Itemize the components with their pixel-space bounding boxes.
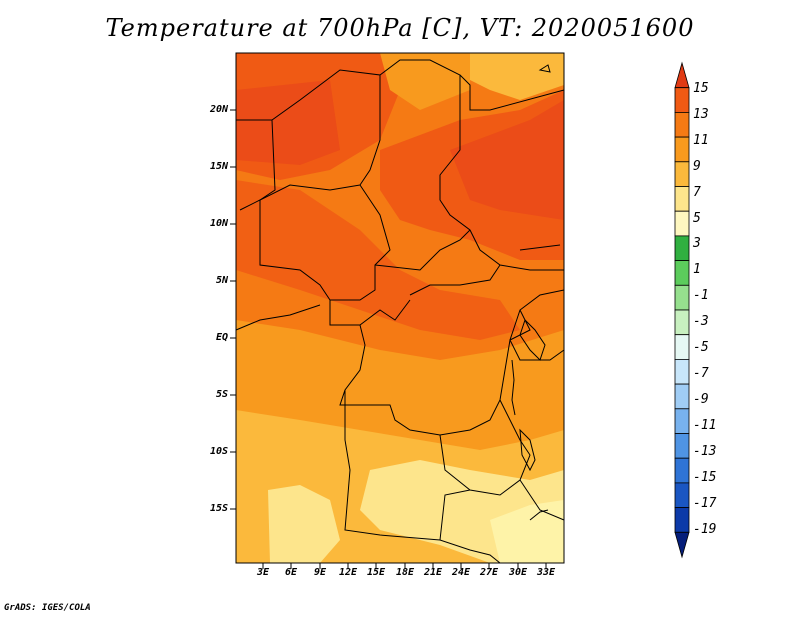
lat-label: 15S	[209, 503, 228, 514]
colorbar-label: -15	[693, 470, 717, 485]
lat-label: 20N	[209, 104, 228, 115]
lat-label: 5S	[215, 389, 228, 400]
colorbar-swatch	[674, 383, 690, 410]
lon-label: 15E	[366, 567, 386, 578]
lat-label: EQ	[215, 332, 228, 343]
lon-label: 3E	[256, 567, 270, 578]
colorbar-label: -5	[693, 340, 709, 355]
colorbar-swatch	[674, 309, 690, 336]
colorbar-swatch	[674, 87, 690, 113]
lakes	[511, 64, 561, 521]
lat-label: 10S	[209, 446, 228, 457]
colorbar-label: 1	[693, 262, 701, 277]
lon-label: 9E	[313, 567, 327, 578]
colorbar-label: -1	[693, 288, 709, 303]
country-borders	[235, 59, 565, 564]
lon-label: 33E	[536, 567, 556, 578]
colorbar-swatch	[674, 186, 690, 212]
lat-label: 5N	[215, 275, 228, 286]
colorbar-swatch	[674, 531, 690, 559]
grads-credit: GrADS: IGES/COLA	[4, 603, 91, 613]
colorbar-label: 7	[693, 185, 701, 200]
colorbar-swatch	[674, 284, 690, 311]
lon-label: 24E	[451, 567, 471, 578]
temperature-field	[236, 53, 564, 563]
colorbar-swatch	[674, 61, 690, 89]
colorbar-swatch	[674, 112, 690, 138]
colorbar-label: -19	[693, 522, 717, 537]
colorbar-swatch	[674, 358, 690, 385]
lon-label: 18E	[395, 567, 415, 578]
colorbar-swatch	[674, 161, 690, 187]
lon-label: 21E	[423, 567, 443, 578]
colorbar-label: -11	[693, 418, 717, 433]
colorbar-label: 9	[693, 159, 701, 174]
map-frame	[235, 52, 565, 564]
colorbar-label: 15	[693, 81, 709, 96]
colorbar	[674, 61, 690, 559]
chart-title: Temperature at 700hPa [C], VT: 202005160…	[105, 14, 695, 42]
colorbar-swatch	[674, 136, 690, 163]
colorbar-swatch	[674, 334, 690, 360]
axis-ticks	[230, 109, 547, 569]
colorbar-label: 11	[693, 133, 709, 148]
colorbar-label: -13	[693, 444, 717, 459]
colorbar-label: 3	[693, 236, 701, 251]
colorbar-label: -17	[693, 496, 717, 511]
colorbar-swatch	[674, 235, 690, 261]
colorbar-swatch	[674, 433, 690, 459]
colorbar-swatch	[674, 482, 690, 508]
lat-label: 10N	[209, 218, 228, 229]
lon-label: 6E	[284, 567, 298, 578]
colorbar-label: -9	[693, 392, 709, 407]
colorbar-swatch	[674, 408, 690, 434]
lon-label: 30E	[508, 567, 528, 578]
lon-label: 12E	[338, 567, 358, 578]
colorbar-label: 5	[693, 211, 701, 226]
colorbar-label: -7	[693, 366, 709, 381]
colorbar-swatch	[674, 457, 690, 484]
colorbar-swatch	[674, 260, 690, 286]
lat-label: 15N	[209, 161, 228, 172]
colorbar-swatch	[674, 210, 690, 237]
lon-label: 27E	[479, 567, 499, 578]
colorbar-label: -3	[693, 314, 709, 329]
colorbar-label: 13	[693, 107, 709, 122]
colorbar-swatch	[674, 507, 690, 533]
